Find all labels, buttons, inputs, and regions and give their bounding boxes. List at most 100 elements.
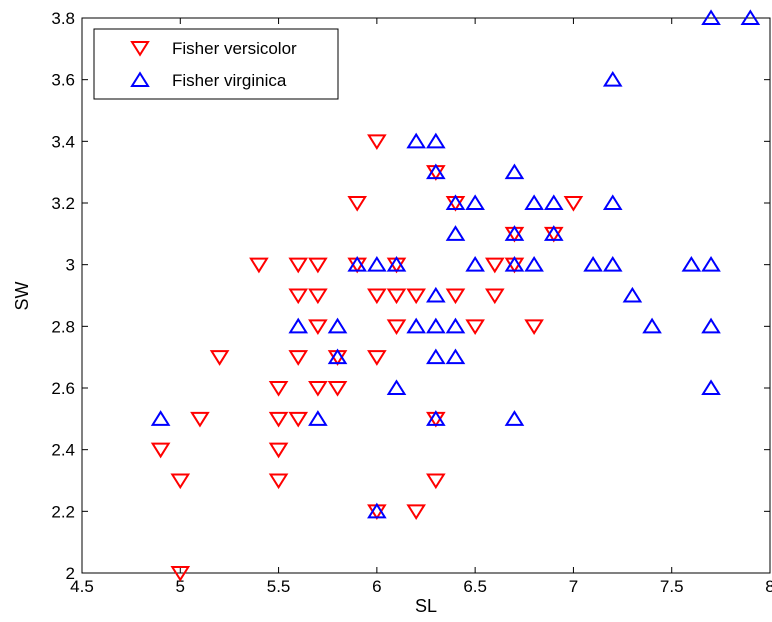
versicolor-point bbox=[367, 134, 387, 151]
legend-marker bbox=[130, 71, 150, 87]
legend-label: Fisher virginica bbox=[172, 71, 287, 90]
virginica-point bbox=[602, 194, 623, 210]
virginica-point bbox=[327, 317, 348, 334]
x-tick-label: 6 bbox=[372, 577, 381, 596]
virginica-point bbox=[445, 194, 466, 210]
versicolor-point bbox=[465, 319, 485, 336]
versicolor-point bbox=[308, 288, 328, 305]
versicolor-point bbox=[347, 196, 368, 212]
virginica-point bbox=[602, 255, 623, 272]
x-tick-label: 5 bbox=[176, 577, 185, 596]
versicolor-point bbox=[367, 350, 387, 366]
virginica-point bbox=[543, 225, 564, 241]
versicolor-point bbox=[268, 442, 289, 459]
versicolor-point bbox=[249, 257, 269, 274]
virginica-point bbox=[642, 317, 662, 334]
versicolor-point bbox=[190, 411, 210, 428]
virginica-point bbox=[524, 194, 544, 210]
x-axis: 4.5 5 5.5 6 6.5 7 7.5 8 bbox=[70, 18, 772, 596]
versicolor-point bbox=[367, 288, 387, 305]
legend: Fisher versicolor Fisher virginica bbox=[93, 28, 339, 100]
plot-area bbox=[81, 17, 771, 574]
virginica-point bbox=[426, 317, 446, 334]
y-tick-label: 3.6 bbox=[51, 71, 75, 90]
virginica-point bbox=[406, 317, 426, 334]
versicolor-point bbox=[150, 442, 171, 459]
virginica-point bbox=[386, 379, 407, 395]
versicolor-point bbox=[268, 411, 289, 428]
virginica-point bbox=[504, 410, 525, 426]
versicolor-point bbox=[288, 257, 309, 274]
virginica-point bbox=[445, 317, 466, 334]
virginica-point bbox=[504, 225, 525, 241]
versicolor-point bbox=[445, 288, 466, 305]
virginica-point bbox=[288, 317, 309, 334]
data-points bbox=[150, 9, 761, 582]
versicolor-point bbox=[170, 566, 191, 582]
y-tick-label: 2.2 bbox=[51, 502, 75, 521]
versicolor-point bbox=[426, 473, 446, 490]
virginica-point bbox=[308, 410, 328, 426]
legend-label: Fisher versicolor bbox=[172, 39, 297, 58]
versicolor-point bbox=[484, 288, 505, 305]
y-tick-label: 2.8 bbox=[51, 317, 75, 336]
virginica-point bbox=[426, 163, 446, 180]
versicolor-point bbox=[308, 257, 328, 274]
versicolor-point bbox=[484, 257, 505, 274]
versicolor-point bbox=[386, 319, 407, 336]
virginica-point bbox=[386, 255, 407, 272]
versicolor-point bbox=[386, 288, 407, 305]
y-tick-label: 2.4 bbox=[51, 441, 75, 460]
virginica-point bbox=[445, 225, 466, 241]
virginica-point bbox=[426, 132, 446, 149]
versicolor-point bbox=[288, 288, 309, 305]
x-tick-label: 8 bbox=[765, 577, 772, 596]
virginica-point bbox=[367, 502, 387, 519]
virginica-point bbox=[465, 255, 485, 272]
virginica-point bbox=[406, 132, 426, 149]
versicolor-point bbox=[209, 350, 230, 366]
x-axis-label: SL bbox=[415, 596, 437, 616]
virginica-point bbox=[347, 255, 368, 272]
y-tick-label: 3.8 bbox=[51, 9, 75, 28]
x-tick-label: 4.5 bbox=[70, 577, 94, 596]
virginica-point bbox=[701, 255, 721, 272]
y-tick-label: 3.4 bbox=[51, 132, 75, 151]
versicolor-point bbox=[563, 196, 584, 212]
y-axis-label: SW bbox=[12, 281, 32, 310]
virginica-point bbox=[445, 348, 466, 365]
y-axis: 2 2.2 2.4 2.6 2.8 3 3.2 3.4 3.6 3.8 bbox=[51, 9, 770, 583]
virginica-point bbox=[681, 255, 702, 272]
versicolor-point bbox=[268, 473, 289, 490]
virginica-point bbox=[367, 255, 387, 272]
x-tick-label: 7 bbox=[569, 577, 578, 596]
versicolor-point bbox=[268, 381, 289, 397]
versicolor-point bbox=[327, 381, 348, 397]
x-tick-label: 6.5 bbox=[463, 577, 487, 596]
versicolor-point bbox=[406, 504, 426, 521]
virginica-point bbox=[426, 410, 446, 426]
x-tick-label: 5.5 bbox=[267, 577, 291, 596]
virginica-point bbox=[701, 317, 721, 334]
virginica-point bbox=[504, 255, 525, 272]
legend-marker bbox=[130, 41, 150, 57]
virginica-point bbox=[701, 379, 721, 395]
versicolor-point bbox=[288, 411, 309, 428]
virginica-point bbox=[622, 286, 643, 303]
legend-box bbox=[93, 28, 339, 100]
virginica-point bbox=[543, 194, 564, 210]
versicolor-point bbox=[524, 319, 544, 336]
virginica-point bbox=[524, 255, 544, 272]
versicolor-point bbox=[308, 381, 328, 397]
virginica-point bbox=[504, 163, 525, 180]
x-tick-label: 7.5 bbox=[660, 577, 684, 596]
virginica-point bbox=[583, 255, 603, 272]
virginica-point bbox=[150, 410, 171, 426]
virginica-point bbox=[327, 348, 348, 365]
virginica-point bbox=[465, 194, 485, 210]
versicolor-point bbox=[170, 473, 191, 490]
virginica-point bbox=[701, 9, 721, 25]
y-tick-label: 3 bbox=[66, 256, 75, 275]
virginica-point bbox=[426, 348, 446, 365]
